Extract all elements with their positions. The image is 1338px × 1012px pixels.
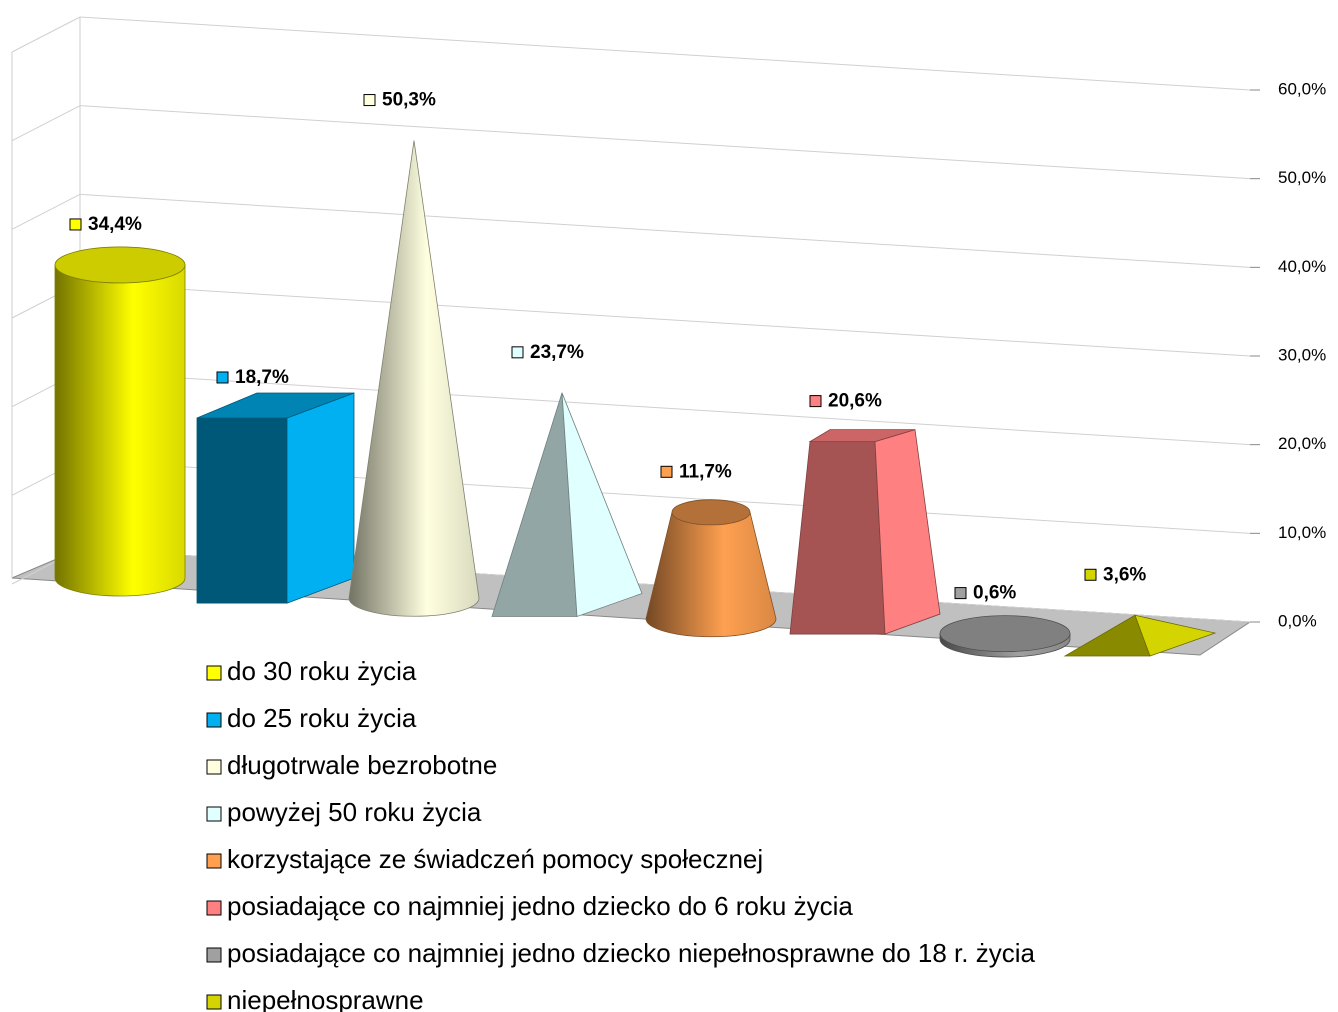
value-label-key — [809, 395, 822, 408]
legend-key — [206, 712, 222, 728]
grid-line — [79, 371, 1251, 446]
bar — [789, 429, 941, 635]
value-label-key — [1084, 568, 1097, 581]
legend-label: do 30 roku życia — [227, 656, 417, 686]
value-label-key — [660, 465, 673, 478]
bar — [54, 246, 186, 597]
legend-key — [206, 900, 222, 916]
value-label: 23,7% — [530, 342, 584, 363]
legend-label: posiadające co najmniej jedno dziecko do… — [227, 891, 853, 921]
grid-line — [79, 105, 1251, 180]
grid-line — [79, 16, 1251, 91]
y-tick-label: 40,0% — [1278, 257, 1326, 276]
bar — [1063, 614, 1217, 657]
cone — [348, 140, 480, 617]
value-label-key — [511, 346, 524, 359]
legend-key — [206, 759, 222, 775]
box-side — [286, 392, 355, 604]
pyramid-side — [1134, 614, 1217, 657]
legend-key — [206, 806, 222, 822]
value-label: 50,3% — [382, 90, 436, 111]
legend-label: posiadające co najmniej jedno dziecko ni… — [227, 938, 1035, 968]
value-label: 0,6% — [973, 583, 1016, 604]
grid-line — [11, 193, 81, 230]
bar — [196, 392, 355, 604]
frustum-body — [645, 511, 777, 638]
y-tick-label: 0,0% — [1278, 611, 1317, 630]
bar — [645, 499, 777, 638]
y-tick-label: 60,0% — [1278, 79, 1326, 98]
value-label: 34,4% — [88, 214, 142, 235]
legend-key — [206, 994, 222, 1010]
y-tick-label: 30,0% — [1278, 345, 1326, 364]
value-label-key — [69, 218, 82, 231]
pyramid-side — [561, 392, 643, 618]
bar — [348, 140, 480, 617]
value-label-key — [363, 94, 376, 107]
frustum-top — [671, 499, 751, 526]
value-label-key — [216, 371, 229, 384]
grid-line — [79, 282, 1251, 357]
legend-label: niepełnosprawne — [227, 985, 424, 1012]
legend-key — [206, 853, 222, 869]
frustum-front — [789, 441, 886, 635]
grid-line — [11, 105, 81, 142]
y-tick-label: 10,0% — [1278, 523, 1326, 542]
cylinder-top — [54, 246, 186, 284]
legend-label: do 25 roku życia — [227, 703, 417, 733]
value-label-key — [954, 587, 967, 600]
value-label: 20,6% — [828, 391, 882, 412]
grid-line — [79, 193, 1251, 268]
value-label: 11,7% — [679, 461, 732, 482]
value-label: 3,6% — [1103, 564, 1146, 585]
value-label: 18,7% — [235, 367, 289, 388]
bar — [491, 392, 643, 618]
box-front — [196, 417, 288, 604]
bar — [939, 615, 1071, 658]
y-tick-label: 50,0% — [1278, 168, 1326, 187]
cylinder-top — [939, 615, 1071, 653]
grid-line — [11, 16, 81, 53]
frustum-side — [874, 429, 941, 635]
cylinder-body — [54, 264, 186, 597]
legend-key — [206, 947, 222, 963]
box-top — [196, 392, 355, 419]
legend-label: korzystające ze świadczeń pomocy społecz… — [227, 844, 763, 874]
frustum-top — [808, 429, 916, 443]
legend-label: powyżej 50 roku życia — [227, 797, 482, 827]
legend-label: długotrwale bezrobotne — [227, 750, 497, 780]
legend-key — [206, 665, 222, 681]
y-tick-label: 20,0% — [1278, 434, 1326, 453]
